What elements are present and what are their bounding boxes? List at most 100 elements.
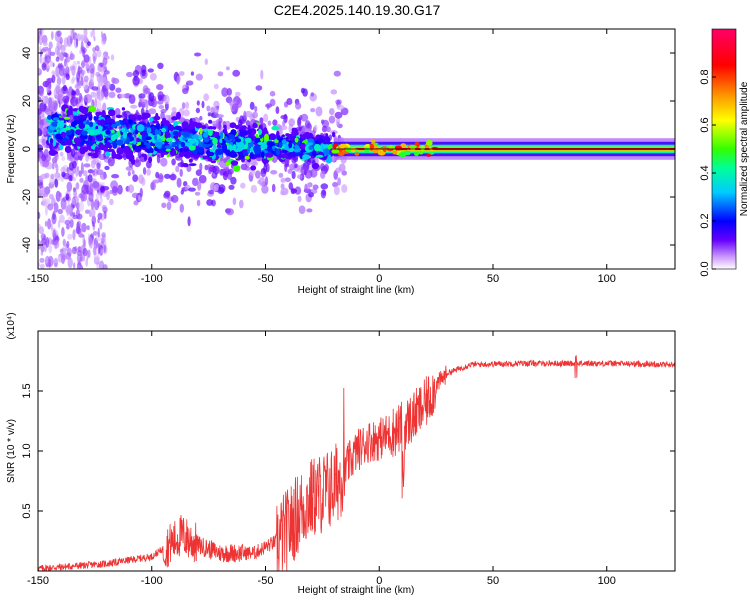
heat-halo-cell <box>280 191 286 196</box>
heat-cell <box>93 129 101 136</box>
heat-halo-cell <box>171 106 177 113</box>
heat-cell <box>134 145 142 152</box>
heat-halo-cell <box>149 73 157 81</box>
heat-halo-cell <box>38 144 44 152</box>
heat-cell <box>276 135 281 140</box>
heat-noise-cell <box>97 227 100 238</box>
heat-halo-cell <box>163 94 170 105</box>
heat-cell <box>106 141 111 148</box>
heat-band-cell <box>398 152 407 158</box>
heat-halo-cell <box>157 62 164 69</box>
heat-noise-cell <box>99 221 103 230</box>
heat-noise-cell <box>76 265 83 269</box>
heat-noise-cell <box>55 45 61 56</box>
heat-cell <box>165 137 173 142</box>
heat-halo-cell <box>323 164 329 172</box>
heat-band-cell <box>381 146 388 151</box>
heat-halo-cell <box>196 199 201 207</box>
heat-cell <box>196 146 205 153</box>
heat-halo-cell <box>252 161 259 166</box>
heat-halo-cell <box>115 87 122 93</box>
heat-cell <box>274 139 279 143</box>
x-tick-label: 0 <box>376 273 382 285</box>
heat-halo-cell <box>44 60 50 65</box>
heat-cell <box>331 131 336 138</box>
heat-halo-cell <box>320 183 329 190</box>
heat-cell <box>78 115 85 120</box>
heat-halo-cell <box>226 208 234 216</box>
heat-halo-cell <box>156 84 164 91</box>
heat-band-cell <box>370 139 376 143</box>
heat-cell <box>137 114 142 121</box>
heat-halo-cell <box>334 111 343 119</box>
heat-halo-cell <box>38 151 43 159</box>
heat-halo-cell <box>103 70 110 75</box>
heat-halo-cell <box>315 106 323 117</box>
heat-noise-cell <box>90 31 93 38</box>
heat-halo-cell <box>133 200 139 206</box>
heat-halo-cell <box>54 178 59 188</box>
heat-band-cell <box>345 147 352 152</box>
heat-noise-cell <box>79 177 84 183</box>
heat-cell <box>107 124 111 129</box>
heat-halo-cell <box>106 190 110 201</box>
heat-cell <box>174 125 182 130</box>
heat-halo-cell <box>321 119 330 128</box>
heat-halo-cell <box>254 170 261 179</box>
heat-cell <box>223 136 228 141</box>
heat-cell <box>131 158 136 165</box>
heat-band-cell <box>408 145 417 149</box>
heat-cell <box>120 120 125 126</box>
heat-cell <box>294 149 301 153</box>
heat-band-cell <box>369 143 374 150</box>
heat-halo-cell <box>252 111 258 119</box>
heat-halo-cell <box>171 158 176 166</box>
heat-halo-cell <box>160 157 168 167</box>
heat-noise-cell <box>92 246 97 256</box>
heat-cell <box>55 133 62 140</box>
heat-noise-cell <box>59 214 65 224</box>
heat-cell <box>57 120 65 129</box>
heat-halo-cell <box>81 184 89 195</box>
heat-halo-cell <box>236 98 243 108</box>
heat-halo-cell <box>192 177 199 187</box>
heat-noise-cell <box>67 257 73 269</box>
heat-cell <box>160 151 168 155</box>
heat-noise-cell <box>69 218 74 228</box>
heat-noise-cell <box>80 40 84 51</box>
snr-series-line <box>38 355 675 571</box>
heat-noise-cell <box>49 60 54 68</box>
heat-halo-cell <box>336 104 344 111</box>
heat-noise-cell <box>59 51 65 62</box>
heat-halo-cell <box>103 88 109 98</box>
y-tick-label: -40 <box>21 237 33 253</box>
heat-halo-cell <box>144 99 149 110</box>
heat-cell <box>202 155 207 160</box>
heat-cell <box>89 121 94 128</box>
heat-cell <box>302 133 309 139</box>
heat-halo-cell <box>235 91 241 97</box>
heat-cell <box>95 134 102 139</box>
heat-halo-cell <box>282 120 286 127</box>
heat-halo-cell <box>81 60 85 69</box>
heat-cell <box>115 114 123 119</box>
heat-band-cell <box>400 143 407 148</box>
heat-band-cell <box>418 150 424 155</box>
heat-halo-cell <box>221 87 229 97</box>
heat-cell <box>252 122 258 129</box>
heat-noise-cell <box>44 186 51 195</box>
heat-halo-cell <box>133 159 141 168</box>
heat-cell <box>65 130 72 136</box>
heat-noise-cell <box>94 45 100 52</box>
heat-halo-cell <box>308 192 314 198</box>
heat-cell <box>289 147 295 152</box>
heat-noise-cell <box>73 262 76 269</box>
heat-noise-cell <box>44 255 50 268</box>
heat-cell <box>146 121 150 129</box>
heat-halo-cell <box>146 168 151 176</box>
heat-cell <box>81 130 88 136</box>
heat-halo-cell <box>163 192 170 199</box>
heat-noise-cell <box>41 34 48 45</box>
heat-halo-cell <box>130 104 138 109</box>
heat-halo-cell <box>199 162 203 172</box>
